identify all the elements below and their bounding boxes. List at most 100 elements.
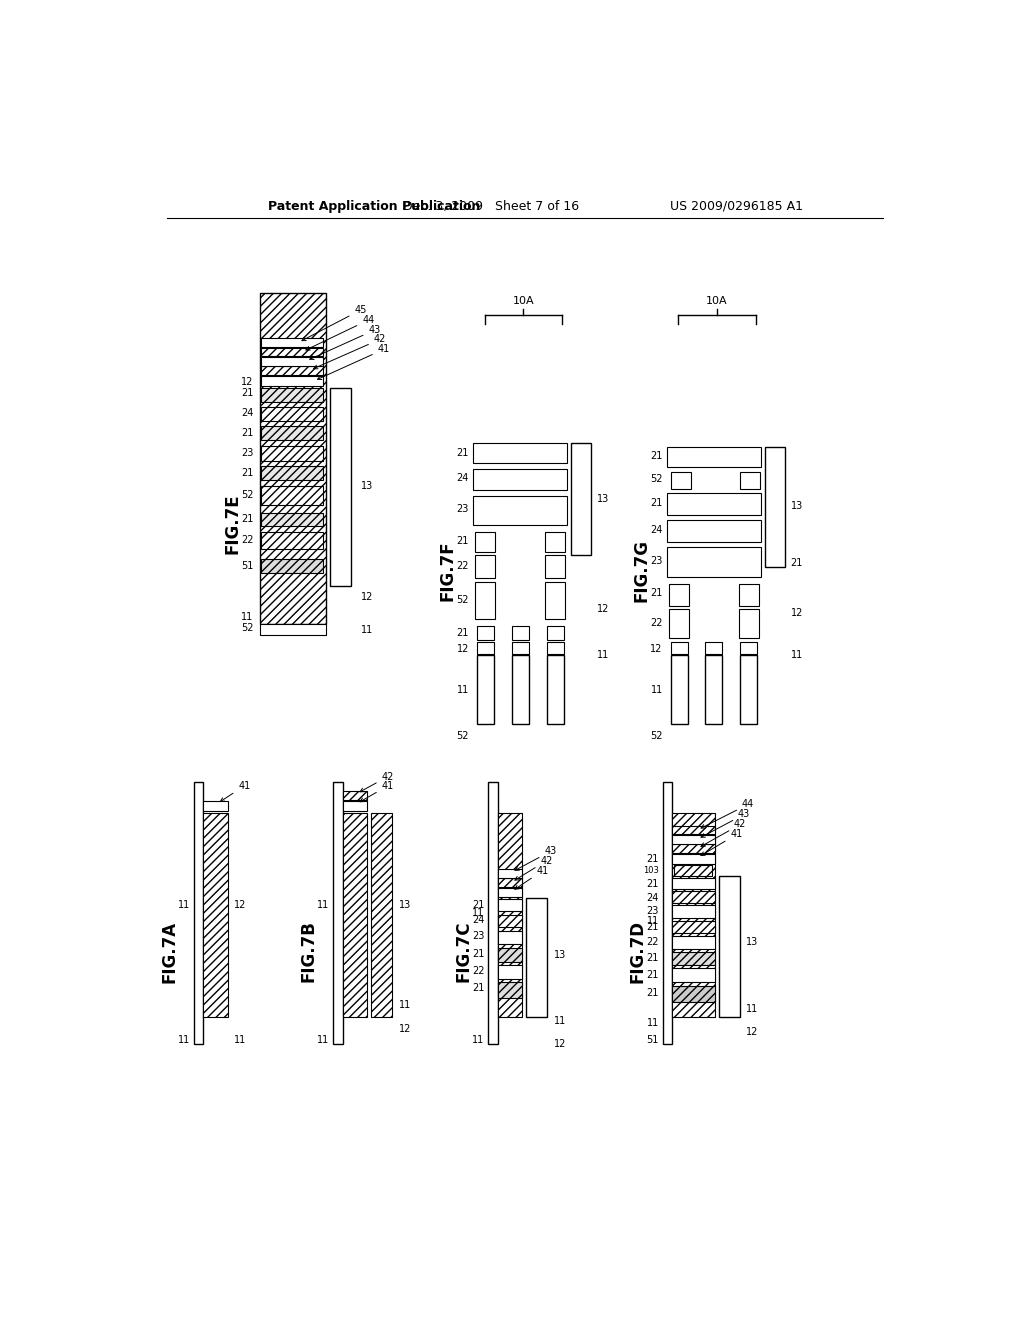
Bar <box>672 986 715 1002</box>
Bar <box>343 801 368 812</box>
Bar <box>738 609 759 638</box>
Bar <box>672 836 715 843</box>
Text: 42: 42 <box>313 334 386 368</box>
Text: 12: 12 <box>234 900 247 911</box>
Text: 21: 21 <box>472 949 484 958</box>
Text: 13: 13 <box>360 480 373 491</box>
Text: 21: 21 <box>472 983 484 994</box>
Text: 12: 12 <box>791 607 803 618</box>
Text: 41: 41 <box>701 829 742 855</box>
Text: 13: 13 <box>399 900 412 911</box>
Bar <box>672 906 715 917</box>
Text: 22: 22 <box>241 535 254 545</box>
Text: 52: 52 <box>650 474 663 484</box>
Bar <box>261 407 324 421</box>
Bar <box>740 471 761 488</box>
Bar <box>740 642 758 655</box>
Text: 11: 11 <box>234 1035 247 1045</box>
Bar <box>498 813 522 1016</box>
Bar <box>667 447 761 467</box>
Text: 24: 24 <box>650 525 663 536</box>
Text: 22: 22 <box>650 618 663 628</box>
Text: 11: 11 <box>472 1035 484 1045</box>
Text: 21: 21 <box>457 447 469 458</box>
Text: 22: 22 <box>457 561 469 570</box>
Text: FIG.7E: FIG.7E <box>223 494 242 554</box>
Bar <box>706 655 722 725</box>
Text: 11: 11 <box>457 685 469 694</box>
Text: 11: 11 <box>317 1035 330 1045</box>
Bar <box>667 548 761 577</box>
Bar <box>738 585 759 606</box>
Text: 51: 51 <box>646 1035 658 1045</box>
Bar <box>475 582 496 619</box>
Bar <box>547 626 563 640</box>
Bar <box>203 801 228 812</box>
Text: FIG.7A: FIG.7A <box>160 920 178 982</box>
Text: 21: 21 <box>650 499 663 508</box>
Bar <box>260 624 326 635</box>
Text: 41: 41 <box>515 866 549 890</box>
Text: 11: 11 <box>360 624 373 635</box>
Bar <box>498 931 522 944</box>
Text: 42: 42 <box>360 772 394 792</box>
Bar <box>473 444 567 463</box>
Text: 44: 44 <box>306 315 375 350</box>
Text: 42: 42 <box>701 820 746 846</box>
Text: 23: 23 <box>646 907 658 916</box>
Bar <box>719 876 740 1016</box>
Text: FIG.7B: FIG.7B <box>300 920 317 982</box>
Text: 43: 43 <box>515 846 556 870</box>
Bar <box>261 388 324 401</box>
Bar <box>512 626 528 640</box>
Text: 21: 21 <box>646 879 658 888</box>
Bar <box>663 781 672 1044</box>
Text: 21: 21 <box>457 628 469 639</box>
Text: 21: 21 <box>646 970 658 979</box>
Bar <box>765 447 785 566</box>
Text: 42: 42 <box>515 855 553 880</box>
Text: 11: 11 <box>650 685 663 694</box>
Text: 21: 21 <box>242 428 254 437</box>
Text: 21: 21 <box>457 536 469 546</box>
Text: 103: 103 <box>643 866 658 875</box>
Bar <box>498 887 522 896</box>
Text: 12: 12 <box>360 593 373 602</box>
Bar <box>261 348 324 356</box>
Text: 11: 11 <box>178 1035 190 1045</box>
Text: 12: 12 <box>242 376 254 387</box>
Text: 21: 21 <box>646 854 658 865</box>
Bar <box>473 469 567 490</box>
Text: 23: 23 <box>472 931 484 941</box>
Text: 52: 52 <box>457 731 469 741</box>
Text: 13: 13 <box>597 494 609 504</box>
Text: 52: 52 <box>650 731 663 741</box>
Bar <box>671 655 687 725</box>
Text: 21: 21 <box>242 513 254 524</box>
Text: 52: 52 <box>457 594 469 605</box>
Text: 13: 13 <box>554 950 566 961</box>
Bar <box>672 813 715 1016</box>
Bar <box>261 446 324 461</box>
Bar <box>547 642 563 655</box>
Bar <box>672 969 715 982</box>
Bar <box>261 558 324 573</box>
Bar <box>672 921 715 933</box>
Text: 11: 11 <box>317 900 330 911</box>
Text: 13: 13 <box>791 500 803 511</box>
Bar <box>343 792 368 800</box>
Text: 21: 21 <box>242 388 254 399</box>
Bar <box>477 626 494 640</box>
Text: 21: 21 <box>791 557 803 568</box>
Bar <box>675 866 713 876</box>
Bar <box>667 494 761 515</box>
Bar <box>671 642 687 655</box>
Bar <box>672 936 715 949</box>
Bar <box>261 338 324 347</box>
Text: 24: 24 <box>646 892 658 903</box>
Bar <box>671 471 690 488</box>
Text: 11: 11 <box>554 1016 566 1026</box>
Text: 12: 12 <box>554 1039 566 1049</box>
Bar <box>498 899 522 911</box>
Text: 21: 21 <box>646 921 658 932</box>
